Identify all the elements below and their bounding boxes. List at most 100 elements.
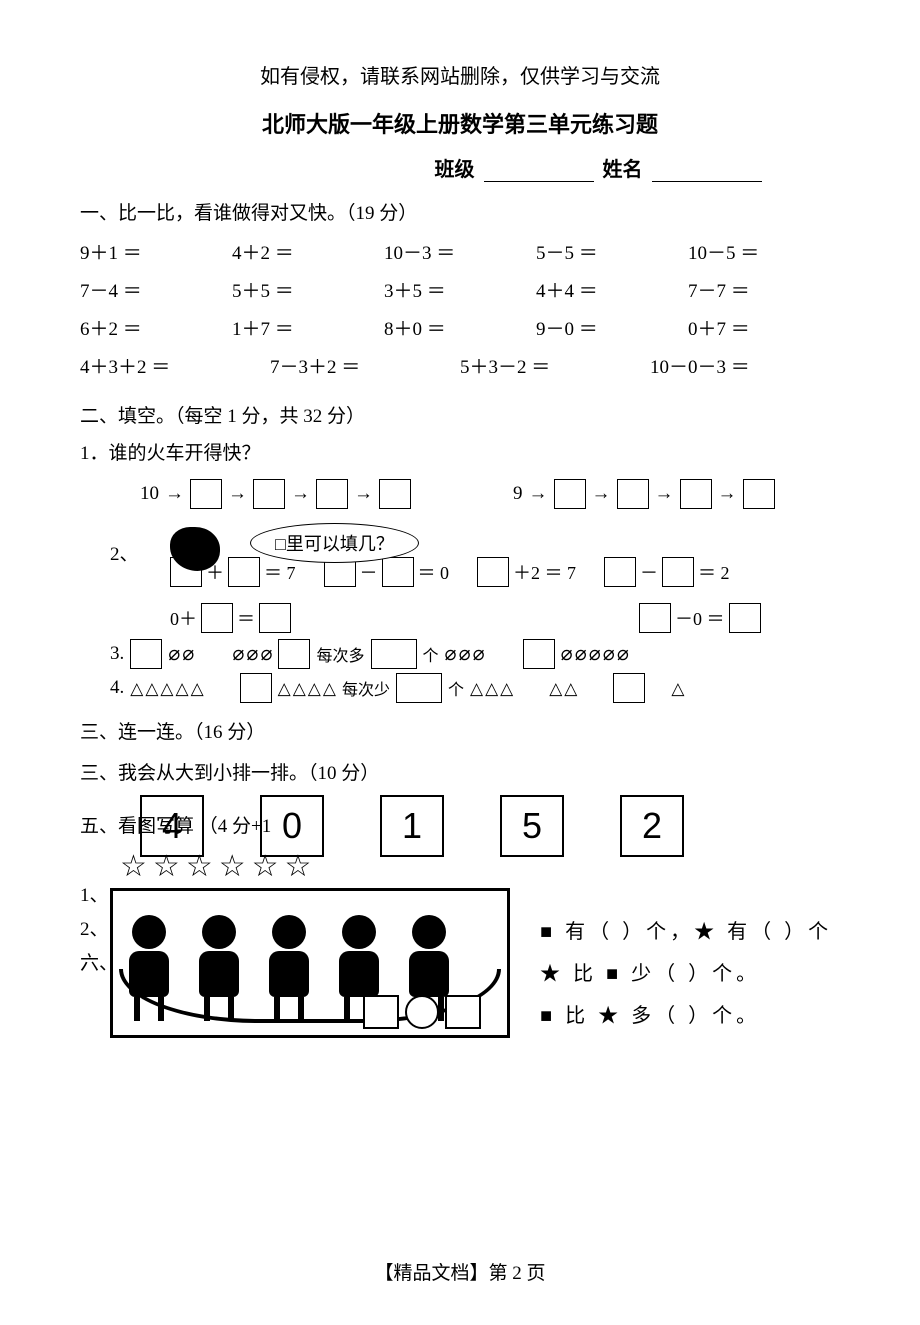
section-2-q4: 4. △△△△△ △△△△ 每次少 个 △△△ △△ △ (110, 673, 840, 703)
section-5-heading: 五、看图写算 (80, 816, 194, 837)
class-blank[interactable] (484, 160, 594, 182)
triangle-icon: △ (191, 680, 204, 697)
arrow-icon: → (529, 483, 548, 505)
arrow-icon: → (592, 483, 611, 505)
section-2-heading: 二、填空。（每空 1 分，共 32 分） (80, 401, 840, 428)
answer-box[interactable] (680, 479, 712, 509)
triangle-icon: △ (564, 680, 577, 697)
section-2-q2: 2、 □里可以填几？ ＋ ＝ 7 － ＝ 0 ＋2 ＝ 7 － (110, 523, 840, 603)
answer-box[interactable] (259, 603, 291, 633)
eq-row: 9＋1 ＝ 4＋2 ＝ 10－3 ＝ 5－5 ＝ 10－5 ＝ (80, 235, 840, 273)
cherry-icon: ⌀ (473, 644, 485, 664)
arrow-icon: → (354, 483, 373, 505)
arrow-icon: → (165, 483, 184, 505)
triangle-icon: △ (160, 680, 173, 697)
compare-line-2: ★ 比 ■ 少（ ）个。 (540, 953, 832, 995)
eq-row: 6＋2 ＝ 1＋7 ＝ 8＋0 ＝ 9－0 ＝ 0＋7 ＝ (80, 311, 840, 349)
note-label: 每次多 (316, 642, 364, 666)
star-icon: ☆ (285, 850, 318, 883)
q4-label: 4. (110, 677, 124, 699)
copyright-notice: 如有侵权，请联系网站删除，仅供学习与交流 (80, 60, 840, 89)
arrow-icon: → (655, 483, 674, 505)
triangle-group: △△△ (470, 680, 513, 697)
answer-box[interactable] (382, 557, 414, 587)
answer-box[interactable] (639, 603, 671, 633)
equation: 8＋0 ＝ (384, 311, 536, 349)
answer-box[interactable] (445, 995, 481, 1029)
answer-box[interactable] (371, 639, 417, 669)
answer-box[interactable] (363, 995, 399, 1029)
answer-box[interactable] (613, 673, 645, 703)
cherry-icon: ⌀ (168, 644, 180, 664)
speech-bubble: □里可以填几？ (250, 523, 419, 563)
answer-box[interactable] (228, 557, 260, 587)
equation: 10－3 ＝ (384, 235, 536, 273)
answer-box[interactable] (190, 479, 222, 509)
equation: 1＋7 ＝ (232, 311, 384, 349)
triangle-icon: △ (175, 680, 188, 697)
child-icon (191, 915, 247, 1025)
triangle-icon: △ (145, 680, 158, 697)
child-icon (261, 915, 317, 1025)
section-2-q3: 3. ⌀⌀ ⌀⌀⌀ 每次多 个 ⌀⌀⌀ ⌀⌀⌀⌀⌀ (110, 639, 840, 669)
cherry-icon: ⌀ (459, 644, 471, 664)
fill-equation: ＋ ＝ 7 (170, 557, 296, 587)
answer-box[interactable] (396, 673, 442, 703)
number-card: 5 (500, 795, 564, 857)
answer-box[interactable] (240, 673, 272, 703)
equation: 5＋5 ＝ (232, 273, 384, 311)
cherry-icon: ⌀ (246, 644, 258, 664)
answer-box[interactable] (617, 479, 649, 509)
star-icon: ☆ (252, 850, 285, 883)
compare-text-block: ■ 有（ ）个，★ 有（ ）个 ★ 比 ■ 少（ ）个。 ■ 比 ★ 多（ ）个… (540, 911, 832, 1037)
q2-equation-line-2: 0＋ ＝ －0 ＝ (170, 603, 920, 633)
section-5-heading-wrap: 五、看图写算 （4 分+1 (80, 811, 271, 838)
name-label: 姓名 (603, 159, 643, 181)
answer-box[interactable] (278, 639, 310, 669)
stars-row: ☆☆☆☆☆☆ (120, 849, 840, 884)
answer-box[interactable] (604, 557, 636, 587)
cherry-icon: ⌀ (232, 644, 244, 664)
triangle-icon: △ (323, 680, 336, 697)
eq-row: 4＋3＋2 ＝ 7－3＋2 ＝ 5＋3－2 ＝ 10－0－3 ＝ (80, 349, 840, 387)
q2-equation-line: ＋ ＝ 7 － ＝ 0 ＋2 ＝ 7 － ＝ 2 (170, 557, 730, 587)
worksheet-page: 如有侵权，请联系网站删除，仅供学习与交流 北师大版一年级上册数学第三单元练习题 … (0, 0, 920, 1325)
star-icon: ☆ (153, 850, 186, 883)
answer-box[interactable] (379, 479, 411, 509)
equation: 4＋3＋2 ＝ (80, 349, 270, 387)
answer-box[interactable] (743, 479, 775, 509)
q2-label: 2、 (110, 539, 139, 566)
answer-circle[interactable] (405, 995, 439, 1029)
train-b: 9 → → → → (513, 479, 775, 509)
answer-box[interactable] (729, 603, 761, 633)
answer-box[interactable] (201, 603, 233, 633)
equation: 9＋1 ＝ (80, 235, 232, 273)
triangle-group: △△△△△ (130, 680, 203, 697)
section-3b-heading: 三、我会从大到小排一排。（10 分） (80, 758, 840, 785)
child-icon (121, 915, 177, 1025)
compare-line-3: ■ 比 ★ 多（ ）个。 (540, 995, 832, 1037)
answer-box[interactable] (170, 557, 202, 587)
equation: 9－0 ＝ (536, 311, 688, 349)
cherry-icon: ⌀ (445, 644, 457, 664)
section-2-q1-label: 1．谁的火车开得快？ (80, 438, 840, 465)
equation: 3＋5 ＝ (384, 273, 536, 311)
eq-row: 7－4 ＝ 5＋5 ＝ 3＋5 ＝ 4＋4 ＝ 7－7 ＝ (80, 273, 840, 311)
train-start: 9 (513, 483, 523, 505)
answer-box[interactable] (554, 479, 586, 509)
equation: 7－4 ＝ (80, 273, 232, 311)
answer-box[interactable] (253, 479, 285, 509)
equation: 10－5 ＝ (688, 235, 840, 273)
answer-box[interactable] (477, 557, 509, 587)
name-blank[interactable] (652, 160, 762, 182)
number-card: 1 (380, 795, 444, 857)
answer-box[interactable] (523, 639, 555, 669)
answer-box[interactable] (316, 479, 348, 509)
star-icon: ☆ (186, 850, 219, 883)
section-5-area: 1、 2、 六、 ☆☆☆☆☆☆ ■ 有（ ）个，★ 有（ ）个 ★ 比 ■ 少（… (80, 849, 840, 1038)
section-3-heading: 三、连一连。（16 分） (80, 717, 840, 744)
cherry-icon: ⌀ (260, 644, 272, 664)
answer-box[interactable] (662, 557, 694, 587)
class-label: 班级 (435, 159, 475, 181)
answer-box[interactable] (130, 639, 162, 669)
